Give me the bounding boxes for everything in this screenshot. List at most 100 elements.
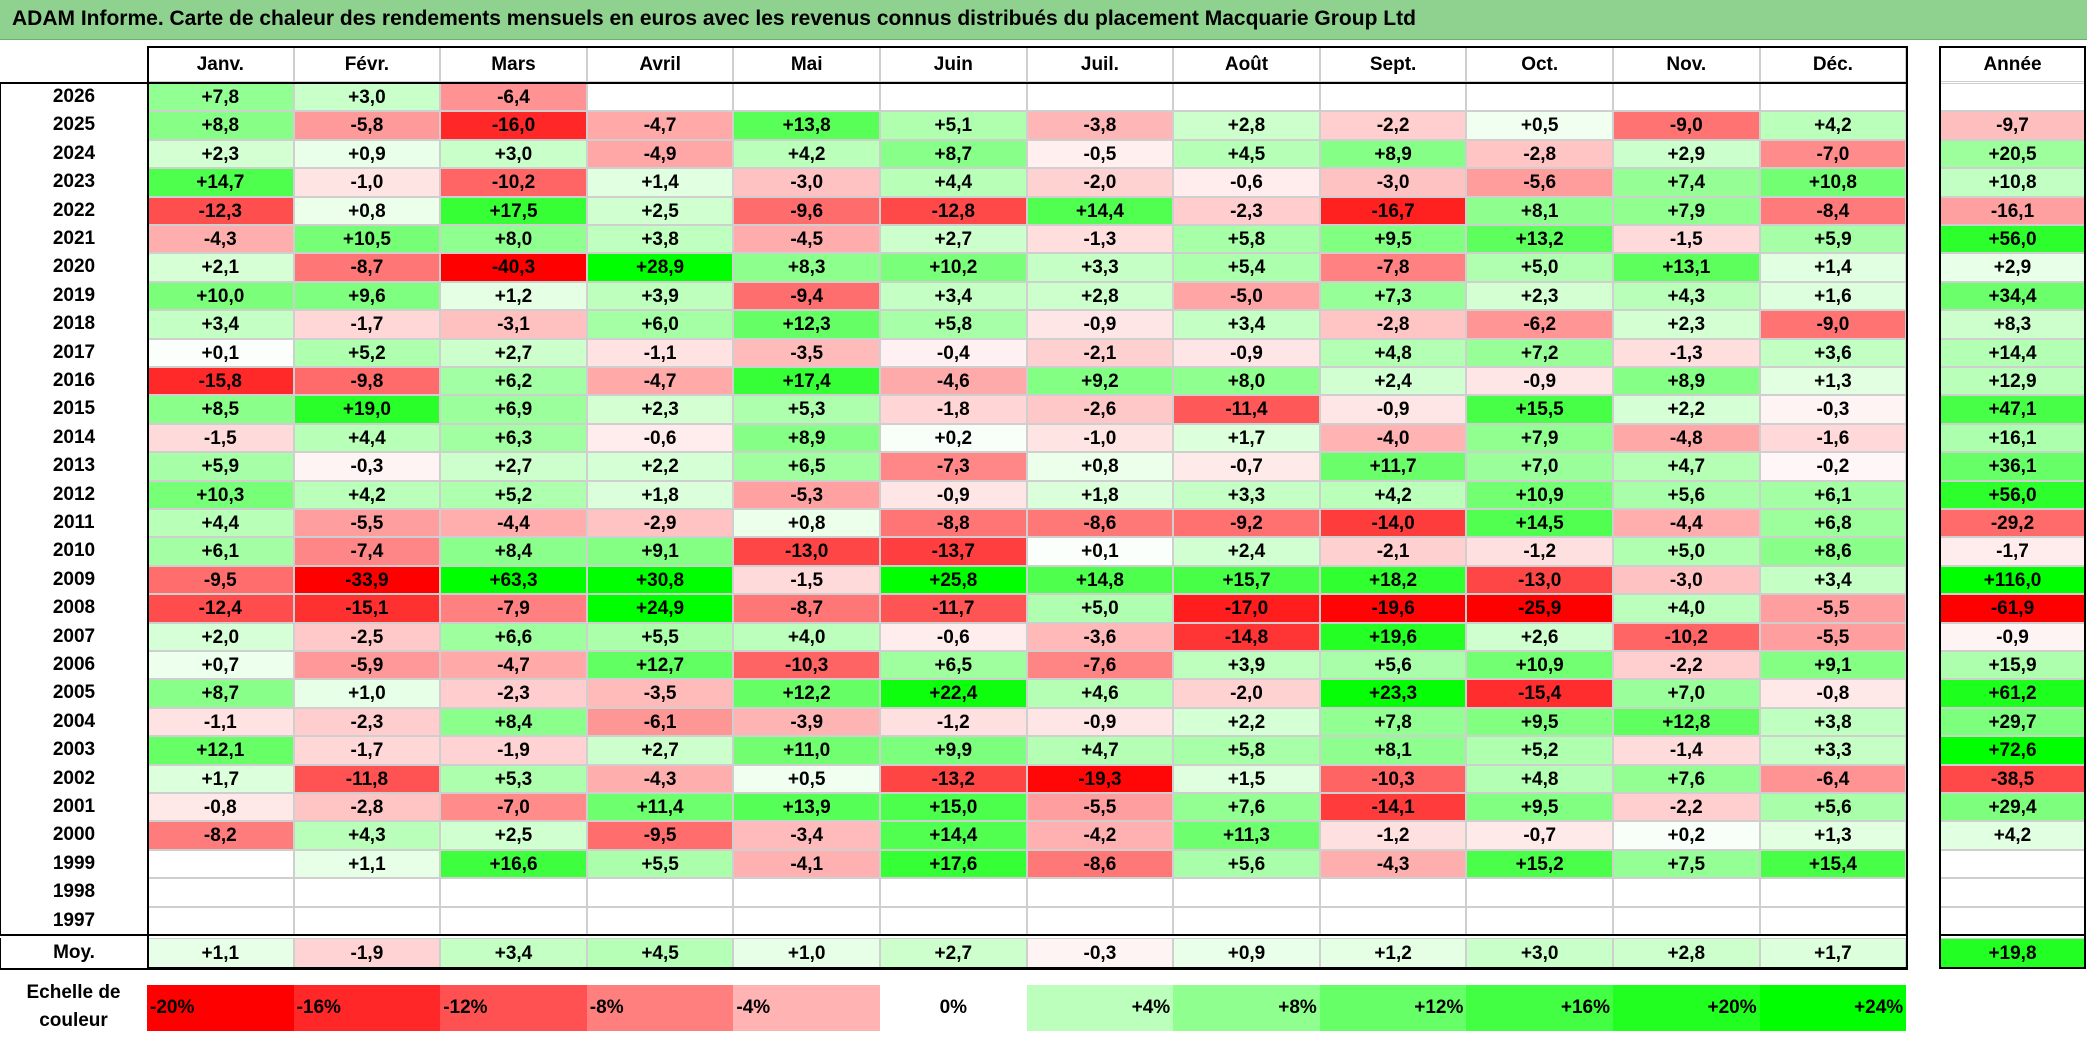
heatmap-cell: -1,3 [1613,338,1760,367]
heatmap-cell: -8,7 [293,253,441,282]
heatmap-cell: +6,3 [440,423,587,453]
year-label: 2002 [0,764,147,793]
heatmap-cell: +2,2 [1173,707,1320,737]
heatmap-cell: -16,0 [440,111,587,140]
heatmap-cell: -1,5 [147,423,294,453]
heatmap-cell: +14,5 [1466,509,1613,538]
heatmap-cell: +4,6 [1026,679,1174,708]
heatmap-cell: +9,5 [1466,707,1613,737]
heatmap-cell: +4,2 [1759,111,1907,140]
heatmap-cell [1026,878,1174,907]
heatmap-cell: +5,2 [440,480,587,509]
heatmap-cell: +19,6 [1319,622,1467,651]
chart-title: ADAM Informe. Carte de chaleur des rende… [12,7,1416,30]
heatmap-cell: -4,0 [1319,423,1467,453]
heatmap-cell: +8,7 [147,679,294,708]
year-label: 2015 [0,395,147,424]
heatmap-cell: +3,8 [1759,707,1907,737]
heatmap-cell: +5,8 [1173,225,1320,254]
heatmap-cell: +5,5 [586,849,734,879]
heatmap-cell: +2,3 [1466,281,1613,311]
heatmap-cell: +9,1 [586,537,734,566]
month-header: Sept. [1319,46,1467,82]
heatmap-cell: -4,5 [733,225,880,254]
heatmap-cell: -8,4 [1759,196,1907,225]
heatmap-cell: +15,4 [1759,849,1907,879]
heatmap-cell: -0,9 [1319,395,1467,424]
heatmap-cell: -2,3 [293,707,441,737]
heatmap-cell: +8,5 [147,395,294,424]
heatmap-cell: +7,2 [1466,338,1613,367]
heatmap-cell: +2,2 [1613,395,1760,424]
average-cell: +1,7 [1759,938,1907,968]
heatmap-cell: -4,8 [1613,423,1760,453]
heatmap-cell: -9,5 [147,565,294,595]
heatmap-cell: +12,1 [147,736,294,765]
annual-cell: +36,1 [1940,452,2085,481]
heatmap-cell: +10,0 [147,281,294,311]
annual-cell: +8,3 [1940,310,2085,339]
heatmap-cell: +0,8 [293,196,441,225]
average-bottom-line [0,968,1909,970]
heatmap-cell: -3,0 [1319,168,1467,197]
heatmap-cell [1319,83,1467,112]
heatmap-cell: +24,9 [586,594,734,623]
heatmap-cell: +2,2 [586,452,734,481]
heatmap-cell: -13,7 [880,537,1027,566]
heatmap-cell: +6,2 [440,367,587,396]
heatmap-cell: +3,8 [586,225,734,254]
heatmap-cell: -14,8 [1173,622,1320,651]
heatmap-cell: +3,4 [147,310,294,339]
heatmap-cell: +2,7 [880,225,1027,254]
heatmap-cell: +17,6 [880,849,1027,879]
heatmap-cell: -0,6 [1173,168,1320,197]
heatmap-cell: +5,1 [880,111,1027,140]
color-scale-swatch: +16% [1466,985,1613,1031]
heatmap-cell [147,878,294,907]
annual-cell: -1,7 [1940,537,2085,566]
annual-cell: -38,5 [1940,764,2085,793]
year-label: 2001 [0,793,147,822]
heatmap-cell: +25,8 [880,565,1027,595]
heatmap-cell: +1,0 [293,679,441,708]
heatmap-cell [733,906,880,935]
heatmap-cell: -0,5 [1026,139,1174,169]
heatmap-cell: +8,9 [733,423,880,453]
heatmap-cell: -5,9 [293,651,441,680]
year-label: 2007 [0,622,147,651]
heatmap-cell: +10,9 [1466,480,1613,509]
heatmap-cell: +5,8 [880,310,1027,339]
annual-cell [1940,906,2085,935]
annual-cell: +61,2 [1940,679,2085,708]
heatmap-cell: -2,3 [1173,196,1320,225]
heatmap-cell: -3,8 [1026,111,1174,140]
heatmap-cell: -10,2 [1613,622,1760,651]
heatmap-cell: +7,6 [1173,793,1320,822]
heatmap-cell: +22,4 [880,679,1027,708]
heatmap-cell [1466,878,1613,907]
heatmap-cell: -2,0 [1173,679,1320,708]
heatmap-cell [1613,878,1760,907]
heatmap-cell: -9,8 [293,367,441,396]
heatmap-cell [880,83,1027,112]
title-bar: ADAM Informe. Carte de chaleur des rende… [0,0,2087,40]
heatmap-cell: -4,3 [147,225,294,254]
heatmap-cell: +6,1 [147,537,294,566]
annual-cell: -16,1 [1940,196,2085,225]
heatmap-cell: +13,1 [1613,253,1760,282]
heatmap-cell: +12,3 [733,310,880,339]
heatmap-cell: +5,9 [1759,225,1907,254]
heatmap-cell: -8,6 [1026,509,1174,538]
average-cell: -1,9 [293,938,441,968]
heatmap-cell: -1,6 [1759,423,1907,453]
header-separator-line [0,82,1909,84]
heatmap-cell: +2,3 [1613,310,1760,339]
heatmap-cell: +13,8 [733,111,880,140]
heatmap-cell [440,906,587,935]
heatmap-cell: -2,2 [1613,793,1760,822]
heatmap-cell: -1,2 [880,707,1027,737]
heatmap-cell: -2,2 [1613,651,1760,680]
heatmap-cell: -40,3 [440,253,587,282]
heatmap-cell: -0,9 [880,480,1027,509]
heatmap-cell: +5,0 [1026,594,1174,623]
